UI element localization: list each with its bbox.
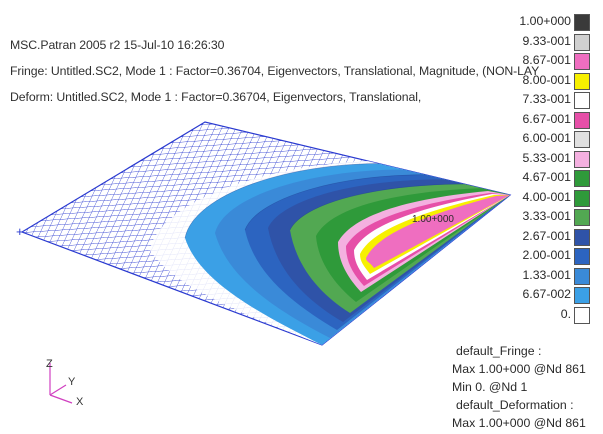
fringe-info-max: Max 1.00+000 @Nd 861	[452, 362, 586, 376]
legend-level-label: 1.00+000	[519, 14, 571, 28]
max-value-marker: 1.00+000	[412, 214, 454, 225]
legend-level-label: 6.67-002	[522, 287, 571, 301]
legend-level-label: 3.33-001	[522, 209, 571, 223]
legend-level-label: 6.67-001	[522, 111, 571, 126]
legend-color-swatch	[574, 287, 590, 304]
legend-color-swatch	[574, 267, 590, 285]
legend-color-swatch	[574, 228, 590, 246]
legend-level-label: 4.00-001	[522, 189, 571, 204]
legend-color-swatch	[574, 189, 590, 207]
legend-level-label: 2.00-001	[522, 248, 571, 262]
legend-level-label: 9.33-001	[522, 33, 571, 48]
legend-color-swatch	[574, 170, 590, 187]
legend-color-swatch	[574, 248, 590, 265]
legend-color-swatch	[574, 72, 590, 90]
legend-level-label: 6.00-001	[522, 131, 571, 145]
triad-z-label: Z	[46, 358, 53, 370]
legend-level-label: 4.67-001	[522, 170, 571, 184]
triad-y-label: Y	[68, 376, 76, 388]
deform-info-max: Max 1.00+000 @Nd 861	[452, 416, 586, 430]
legend-color-swatch	[574, 306, 590, 324]
legend-color-swatch	[574, 111, 590, 129]
legend-level-label: 8.67-001	[522, 53, 571, 67]
legend-level-label: 0.	[560, 306, 571, 321]
triad-x-label: X	[76, 396, 84, 408]
node-marker: +	[16, 224, 24, 239]
legend-color-swatch	[574, 53, 590, 70]
legend-color-swatch	[574, 131, 590, 148]
fringe-info-min: Min 0. @Nd 1	[452, 380, 528, 394]
legend-level-label: 1.33-001	[522, 267, 571, 282]
coordinate-triad-icon	[49, 363, 73, 404]
legend-color-swatch	[574, 14, 590, 31]
legend-color-swatch	[574, 209, 590, 226]
deform-info-title: default_Deformation :	[456, 398, 574, 412]
fringe-info-title: default_Fringe :	[456, 344, 542, 358]
deform-description: Deform: Untitled.SC2, Mode 1 : Factor=0.…	[10, 90, 422, 104]
plot-title: MSC.Patran 2005 r2 15-Jul-10 16:26:30	[10, 38, 225, 52]
legend-level-label: 5.33-001	[522, 150, 571, 165]
legend-level-label: 7.33-001	[522, 92, 571, 106]
fringe-band-11	[366, 195, 510, 268]
fringe-description: Fringe: Untitled.SC2, Mode 1 : Factor=0.…	[10, 64, 540, 78]
legend-color-swatch	[574, 92, 590, 109]
legend-level-label: 2.67-001	[522, 228, 571, 243]
fringe-contours	[150, 160, 510, 345]
legend-color-swatch	[574, 33, 590, 51]
legend-color-swatch	[574, 150, 590, 168]
legend-level-label: 8.00-001	[522, 72, 571, 87]
